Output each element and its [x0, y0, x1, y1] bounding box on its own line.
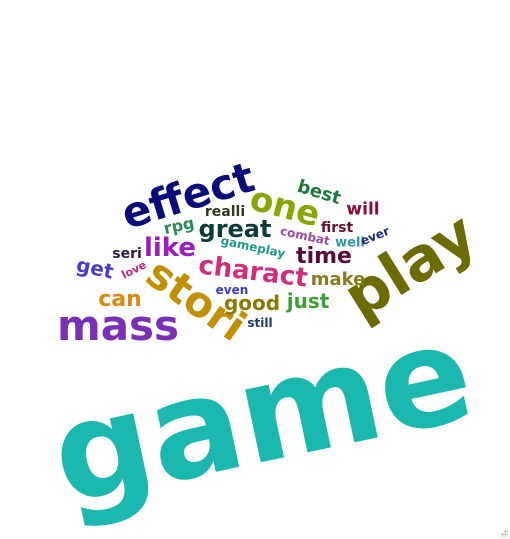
word-time: time	[296, 244, 352, 269]
word-great: great	[198, 215, 272, 243]
word-just: just	[286, 289, 330, 313]
word-still: still	[247, 316, 273, 330]
word-mass: mass	[56, 301, 180, 350]
word-realli: realli	[204, 204, 246, 220]
resize-grip[interactable]	[498, 527, 508, 537]
word-make: make	[310, 269, 366, 290]
word-will: will	[346, 199, 380, 220]
word-first: first	[320, 220, 354, 236]
word-even: even	[215, 283, 249, 297]
word-seri: seri	[112, 246, 142, 262]
word-get: get	[74, 252, 116, 284]
word-like: like	[143, 233, 197, 263]
word-well: well	[335, 235, 365, 251]
word-can: can	[98, 287, 142, 312]
word-good: good	[223, 291, 281, 315]
